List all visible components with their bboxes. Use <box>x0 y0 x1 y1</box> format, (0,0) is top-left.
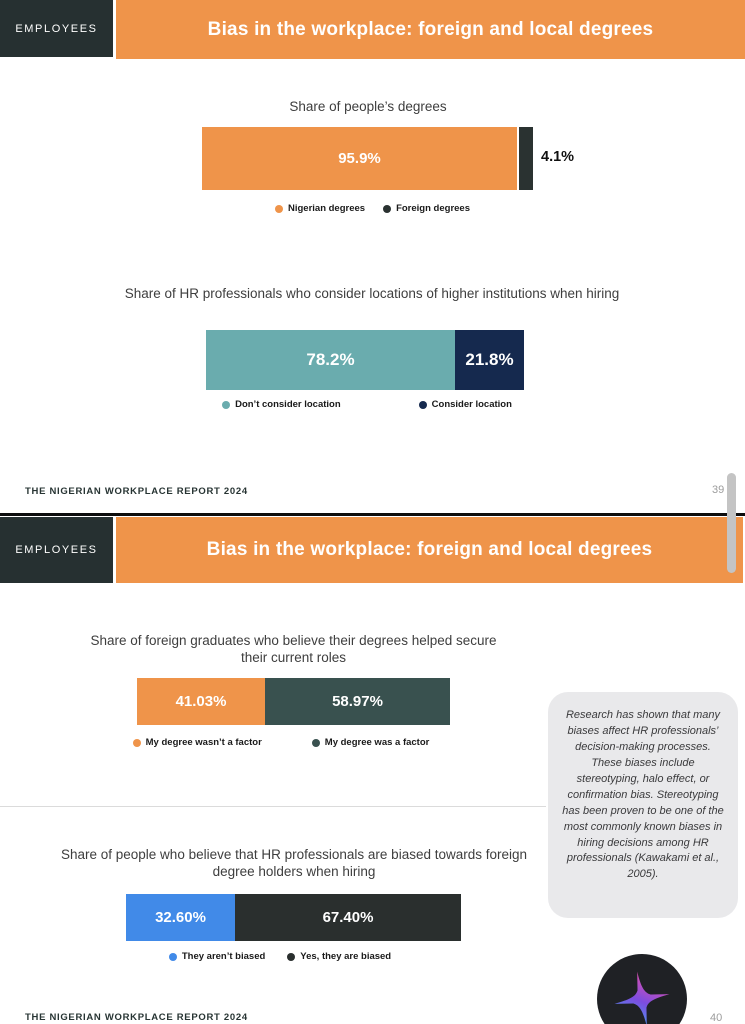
legend-label: Yes, they are biased <box>300 951 392 962</box>
bar-value-label: 58.97% <box>332 693 383 710</box>
legend-label: My degree was a factor <box>324 737 430 748</box>
legend-item: Consider location <box>418 399 512 410</box>
report-footer: THE NIGERIAN WORKPLACE REPORT 2024 <box>25 486 248 497</box>
report-footer: THE NIGERIAN WORKPLACE REPORT 2024 <box>25 1012 248 1023</box>
stacked-bar-hr-location: 78.2% 21.8% <box>206 330 524 390</box>
legend-item: My degree was a factor <box>311 737 430 748</box>
legend-label: Nigerian degrees <box>287 203 366 214</box>
sparkle-star-icon <box>613 970 671 1024</box>
chart-title-hr-bias: Share of people who believe that HR prof… <box>60 847 528 879</box>
scrollbar-thumb[interactable] <box>727 473 736 573</box>
stacked-bar-peoples-degrees: 95.9% <box>202 127 533 190</box>
legend-item: Foreign degrees <box>383 203 470 214</box>
bar-segment-consider-location: 21.8% <box>455 330 524 390</box>
bar-segment-foreign-degrees <box>519 127 533 190</box>
bar-value-label: 41.03% <box>175 693 227 710</box>
page-number: 39 <box>712 484 725 496</box>
legend-peoples-degrees: Nigerian degrees Foreign degrees <box>0 203 745 214</box>
legend-label: Consider location <box>431 399 512 410</box>
research-note-callout: Research has shown that many biases affe… <box>548 692 738 918</box>
legend-item: Don’t consider location <box>222 399 341 410</box>
legend-item: Nigerian degrees <box>274 203 366 214</box>
page-separator-line <box>0 513 745 516</box>
stacked-bar-hr-bias: 32.60% 67.40% <box>126 894 461 941</box>
page-title-banner: Bias in the workplace: foreign and local… <box>116 0 745 59</box>
section-divider <box>0 806 546 807</box>
legend-hr-bias: They aren’t biased Yes, they are biased <box>10 951 550 962</box>
bar-value-label: 78.2% <box>306 350 355 369</box>
legend-foreign-graduates: My degree wasn’t a factor My degree was … <box>11 737 551 748</box>
legend-dot-biased <box>287 952 296 961</box>
legend-label: Don’t consider location <box>235 399 341 410</box>
legend-label: My degree wasn’t a factor <box>145 737 262 748</box>
legend-dot-nigerian-degrees <box>274 204 283 213</box>
brand-logo <box>597 954 687 1024</box>
page-number: 40 <box>710 1012 723 1024</box>
chart-title-foreign-graduates: Share of foreign graduates who believe t… <box>90 633 497 665</box>
bar-segment-degree-was-factor: 58.97% <box>265 678 450 725</box>
legend-dot-degree-not-factor <box>132 738 141 747</box>
employees-tag: EMPLOYEES <box>0 0 113 57</box>
legend-item: Yes, they are biased <box>287 951 391 962</box>
legend-item: My degree wasn’t a factor <box>132 737 262 748</box>
legend-dot-consider <box>418 400 427 409</box>
chart-title-hr-location: Share of HR professionals who consider l… <box>124 286 620 301</box>
chart-title-peoples-degrees: Share of people’s degrees <box>289 99 447 114</box>
bar-value-label: 32.60% <box>155 909 206 926</box>
legend-hr-location: Don’t consider location Consider locatio… <box>0 399 734 410</box>
bar-value-label: 95.9% <box>338 150 381 167</box>
bar-value-label: 21.8% <box>465 350 514 369</box>
bar-segment-nigerian-degrees: 95.9% <box>202 127 517 190</box>
bar-value-label-outside: 4.1% <box>541 149 575 165</box>
bar-value-label: 67.40% <box>322 909 374 926</box>
bar-segment-biased: 67.40% <box>235 894 461 941</box>
legend-item: They aren’t biased <box>168 951 266 962</box>
stacked-bar-foreign-graduates: 41.03% 58.97% <box>137 678 450 725</box>
legend-dot-not-biased <box>168 952 177 961</box>
legend-dot-degree-was-factor <box>311 738 320 747</box>
legend-dot-dont-consider <box>222 400 231 409</box>
employees-tag: EMPLOYEES <box>0 517 113 583</box>
bar-segment-degree-not-factor: 41.03% <box>137 678 265 725</box>
legend-label: Foreign degrees <box>396 203 470 214</box>
bar-segment-not-biased: 32.60% <box>126 894 235 941</box>
page-title-banner: Bias in the workplace: foreign and local… <box>116 517 743 583</box>
legend-label: They aren’t biased <box>181 951 266 962</box>
bar-segment-dont-consider-location: 78.2% <box>206 330 455 390</box>
legend-dot-foreign-degrees <box>383 204 392 213</box>
